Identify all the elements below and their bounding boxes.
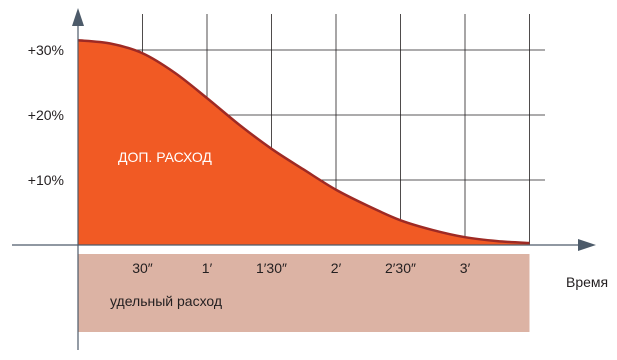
base-consumption-label: удельный расход xyxy=(110,293,222,309)
y-tick-label: +20% xyxy=(28,107,64,123)
x-tick-label: 2′30″ xyxy=(385,260,416,276)
x-axis-label: Время xyxy=(566,274,608,290)
grid-lines xyxy=(78,14,545,245)
y-tick-labels: +10% +20% +30% xyxy=(28,42,64,188)
y-axis-arrow-icon xyxy=(72,8,84,26)
x-axis-arrow-icon xyxy=(578,239,596,251)
x-tick-label: 1′30″ xyxy=(256,260,287,276)
additional-consumption-curve xyxy=(77,39,530,245)
base-consumption-band xyxy=(78,254,530,332)
x-tick-label: 1′ xyxy=(202,260,213,276)
additional-consumption-area xyxy=(78,40,530,245)
x-tick-label: 3′ xyxy=(460,260,471,276)
y-tick-label: +30% xyxy=(28,42,64,58)
y-tick-label: +10% xyxy=(28,172,64,188)
series-label: ДОП. РАСХОД xyxy=(118,149,212,165)
x-tick-label: 2′ xyxy=(331,260,342,276)
x-tick-label: 30″ xyxy=(132,260,153,276)
axes xyxy=(12,8,596,350)
x-tick-labels: 30″ 1′ 1′30″ 2′ 2′30″ 3′ xyxy=(132,260,470,276)
